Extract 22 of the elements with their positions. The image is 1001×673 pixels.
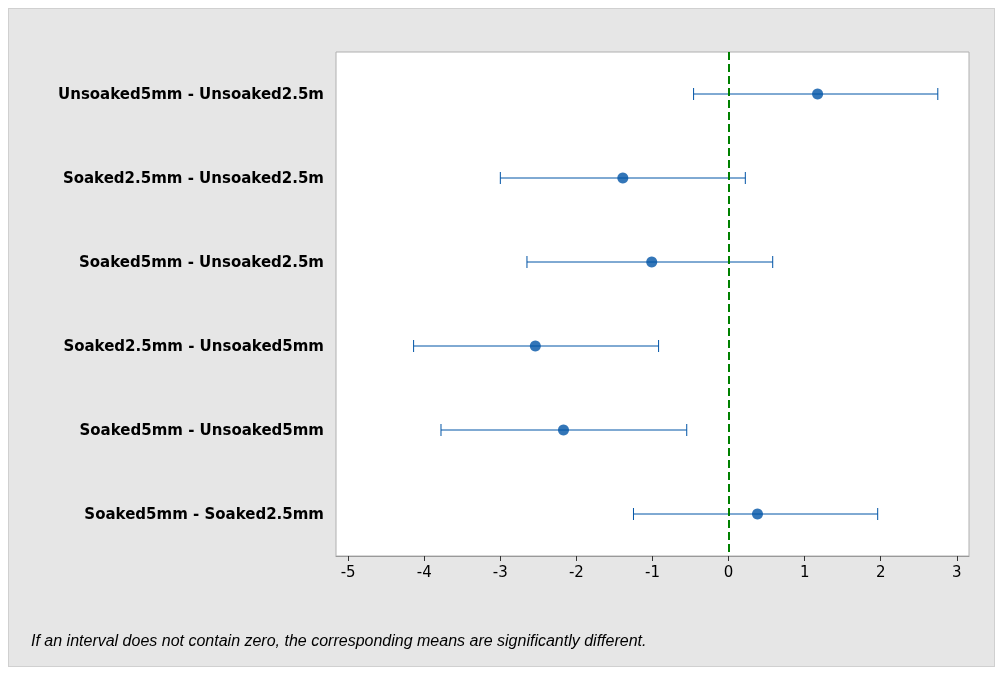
x-tick-label: 0 bbox=[723, 562, 734, 581]
point bbox=[617, 172, 629, 184]
y-tick-label: Soaked2.5mm - Unsoaked5mm bbox=[63, 337, 324, 355]
x-tick-label: -4 bbox=[416, 562, 432, 581]
point bbox=[812, 88, 824, 100]
point bbox=[529, 340, 541, 352]
x-tick-label: -5 bbox=[340, 562, 356, 581]
x-tick-label: -1 bbox=[645, 562, 660, 581]
y-tick-label: Soaked5mm - Unsoaked2.5m bbox=[79, 253, 324, 271]
y-tick-label: Soaked5mm - Soaked2.5mm bbox=[84, 505, 324, 523]
y-tick-label: Soaked2.5mm - Unsoaked2.5m bbox=[62, 169, 324, 187]
x-tick-label: 3 bbox=[952, 562, 962, 581]
point bbox=[752, 508, 763, 520]
point bbox=[558, 424, 569, 436]
x-tick-label: -2 bbox=[568, 562, 584, 581]
text: If an interval does not contain zero, the corresponding means are significantly different. bbox=[31, 631, 647, 649]
x-tick-label: 1 bbox=[799, 562, 810, 581]
y-tick-label: Soaked5mm - Unsoaked5mm bbox=[79, 421, 324, 439]
y-tick-label: Unsoaked5mm - Unsoaked2.5m bbox=[58, 85, 324, 103]
x-tick-label: -3 bbox=[492, 562, 508, 581]
point bbox=[646, 256, 658, 268]
x-tick-label: 2 bbox=[875, 562, 886, 581]
